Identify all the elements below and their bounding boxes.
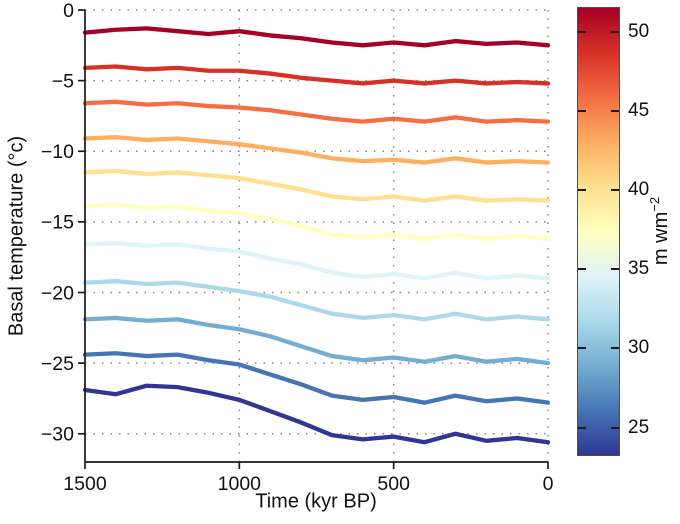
y-tick-label: 0	[63, 0, 74, 22]
colorbar-tick	[611, 347, 619, 350]
colorbar-tick-label: 40	[628, 179, 650, 201]
colorbar-unit-label: m wm−2	[647, 197, 673, 265]
x-tick-label: 0	[543, 473, 554, 495]
colorbar-tick-label: 25	[628, 416, 650, 438]
colorbar	[577, 7, 620, 456]
series-line-01-dark-red	[82, 26, 551, 48]
colorbar-tick	[611, 31, 619, 34]
y-tick-label: −20	[41, 282, 74, 304]
y-tick-label: −30	[41, 424, 74, 446]
series-line-11-dark-blue	[82, 383, 551, 445]
y-tick-label: −10	[41, 141, 74, 163]
colorbar-tick-label: 45	[628, 100, 650, 122]
x-tick-label: 1000	[218, 473, 262, 495]
colorbar-tick-label: 35	[628, 258, 650, 280]
series-line-08-light-blue	[82, 279, 551, 322]
series-line-06-pale-yellow	[82, 202, 551, 241]
y-tick-label: −5	[52, 70, 74, 92]
colorbar-tick	[578, 426, 586, 429]
colorbar-tick	[578, 347, 586, 350]
colorbar-tick-label: 30	[628, 337, 650, 359]
series-line-03-orange-red	[82, 99, 551, 124]
colorbar-tick	[578, 110, 586, 113]
x-tick-label: 1500	[63, 473, 107, 495]
x-tick-label: 500	[377, 473, 410, 495]
colorbar-unit-exponent: −2	[647, 196, 663, 212]
x-axis-label: Time (kyr BP)	[255, 490, 377, 513]
series-line-07-pale-blue	[82, 240, 551, 281]
colorbar-tick	[578, 31, 586, 34]
y-tick-label: −25	[41, 353, 74, 375]
colorbar-tick	[578, 268, 586, 271]
colorbar-tick-label: 50	[628, 21, 650, 43]
colorbar-tick	[578, 189, 586, 192]
series-line-05-peach	[82, 168, 551, 203]
series-line-10-blue	[82, 351, 551, 405]
colorbar-tick	[611, 426, 619, 429]
colorbar-tick	[611, 189, 619, 192]
colorbar-unit-text: m wm	[649, 211, 672, 266]
y-axis-label: Basal temperature (°c)	[5, 135, 28, 337]
colorbar-tick	[611, 268, 619, 271]
series-line-02-red	[82, 64, 551, 86]
y-tick-label: −15	[41, 212, 74, 234]
series-line-04-orange	[82, 134, 551, 165]
series-line-09-medium-blue	[82, 315, 551, 366]
colorbar-tick	[611, 110, 619, 113]
